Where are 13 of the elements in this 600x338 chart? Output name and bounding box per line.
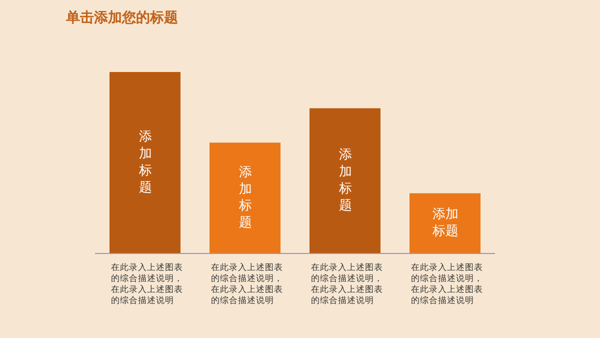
x-tick-label: 添加标题 [432, 207, 458, 240]
bar [110, 72, 180, 253]
bar [310, 108, 380, 253]
x-tick-label: 添加标题 [238, 164, 252, 231]
x-tick-label: 添加标题 [138, 130, 152, 196]
bar [410, 193, 480, 253]
text: 在此录入上述图表的综合描述说明，在此录入上述图表的综合描述说明 [411, 262, 483, 306]
bar [210, 142, 280, 253]
text: 在此录入上述图表的综合描述说明，在此录入上述图表的综合描述说明 [111, 262, 183, 306]
x-tick-label: 添加标题 [338, 148, 352, 214]
text: 在此录入上述图表的综合描述说明，在此录入上述图表的综合描述说明 [211, 262, 283, 306]
text: 在此录入上述图表的综合描述说明，在此录入上述图表的综合描述说明 [311, 262, 383, 306]
chart-title: 单击添加您的标题 [65, 10, 178, 26]
